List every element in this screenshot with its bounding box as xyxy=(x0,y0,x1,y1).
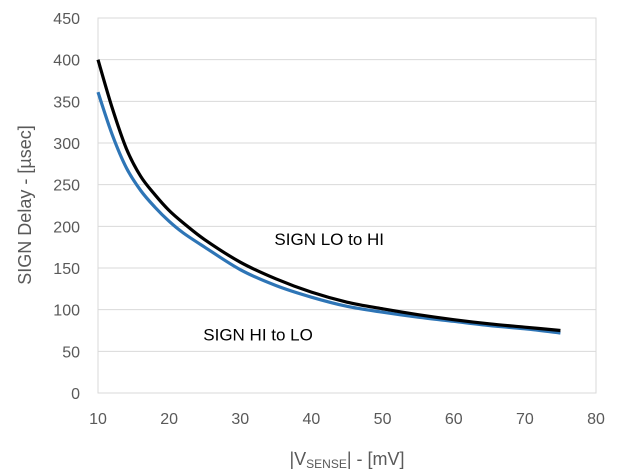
x-axis-title: |VSENSE| - [mV] xyxy=(289,449,404,471)
x-tick-label-80: 80 xyxy=(587,411,605,428)
annotation-sign-lo-to-hi: SIGN LO to HI xyxy=(274,230,384,249)
series-line-sign-lo-to-hi xyxy=(96,59,561,333)
x-tick-label-20: 20 xyxy=(160,411,178,428)
y-tick-label-50: 50 xyxy=(62,344,80,361)
x-axis-title-prefix: |V xyxy=(289,449,306,469)
x-tick-label-60: 60 xyxy=(445,411,463,428)
annotation-sign-hi-to-lo: SIGN HI to LO xyxy=(203,326,313,345)
x-tick-label-40: 40 xyxy=(303,411,321,428)
x-axis-title-subscript: SENSE xyxy=(306,457,347,471)
y-tick-label-300: 300 xyxy=(53,136,80,153)
y-axis-title: SIGN Delay - [µsec] xyxy=(15,125,35,284)
plot-area-frame xyxy=(97,17,597,394)
y-tick-label-150: 150 xyxy=(53,261,80,278)
y-tick-label-250: 250 xyxy=(53,178,80,195)
gridlines xyxy=(98,17,596,394)
x-tick-label-50: 50 xyxy=(374,411,392,428)
x-tick-label-30: 30 xyxy=(231,411,249,428)
x-axis-title-suffix: | - [mV] xyxy=(347,449,405,469)
y-tick-label-200: 200 xyxy=(53,219,80,236)
tick-labels: 0 50 100 150 200 250 300 350 400 450 10 20 30 40 50 60 7… xyxy=(53,11,605,428)
y-tick-label-450: 450 xyxy=(53,11,80,28)
series-line-sign-hi-to-lo xyxy=(96,91,561,335)
y-tick-label-400: 400 xyxy=(53,53,80,70)
x-tick-label-70: 70 xyxy=(516,411,534,428)
y-tick-label-0: 0 xyxy=(71,386,80,403)
y-tick-label-100: 100 xyxy=(53,303,80,320)
series-layer xyxy=(96,59,561,335)
x-tick-label-10: 10 xyxy=(89,411,107,428)
annotations: SIGN LO to HI SIGN HI to LO xyxy=(203,230,384,345)
y-tick-label-350: 350 xyxy=(53,94,80,111)
